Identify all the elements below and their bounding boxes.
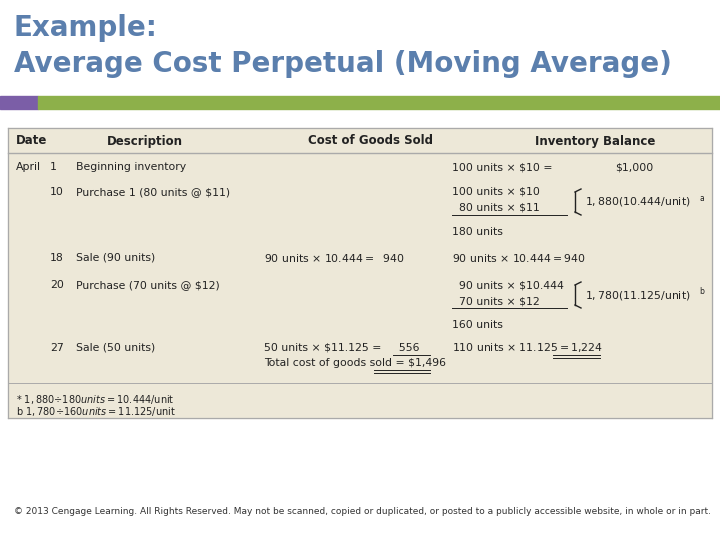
Text: April: April [16, 162, 41, 172]
Text: Purchase 1 (80 units @ $11): Purchase 1 (80 units @ $11) [76, 187, 230, 197]
Text: Average Cost Perpetual (Moving Average): Average Cost Perpetual (Moving Average) [14, 50, 672, 78]
Text: b $1,780 ÷ 160 units = $11.125/unit: b $1,780 ÷ 160 units = $11.125/unit [16, 405, 176, 418]
Text: $1,780 ($11.125/unit): $1,780 ($11.125/unit) [585, 288, 690, 301]
Text: 100 units × $10 =: 100 units × $10 = [452, 162, 552, 172]
Text: 90 units × $10.444 =$940: 90 units × $10.444 =$940 [452, 252, 585, 264]
Text: a: a [699, 194, 703, 203]
Text: 100 units × $10: 100 units × $10 [452, 187, 540, 197]
Text: 180 units: 180 units [452, 227, 503, 237]
Text: 18: 18 [50, 253, 64, 263]
Text: Sale (50 units): Sale (50 units) [76, 343, 156, 353]
Bar [0, 96, 38, 109]
Text: Inventory Balance: Inventory Balance [535, 134, 655, 147]
Text: Description: Description [107, 134, 183, 147]
Text: Total cost of goods sold = $1,496: Total cost of goods sold = $1,496 [264, 358, 446, 368]
Text: Example:: Example: [14, 14, 158, 42]
Text: 110 units × $11.125 =$1,224: 110 units × $11.125 =$1,224 [452, 341, 603, 354]
Text: 10: 10 [50, 187, 64, 197]
Text: Date: Date [16, 134, 48, 147]
Text: © 2013 Cengage Learning. All Rights Reserved. May not be scanned, copied or dupl: © 2013 Cengage Learning. All Rights Rese… [14, 507, 711, 516]
Text: 80 units × $11: 80 units × $11 [452, 203, 540, 213]
Text: b: b [699, 287, 704, 296]
Bar [8, 128, 712, 418]
Text: 90 units × $10.444: 90 units × $10.444 [452, 280, 564, 290]
Text: Beginning inventory: Beginning inventory [76, 162, 186, 172]
Bar [38, 96, 720, 109]
Text: * $1,880 ÷ 180 units = $10.444/unit: * $1,880 ÷ 180 units = $10.444/unit [16, 393, 174, 406]
Text: Cost of Goods Sold: Cost of Goods Sold [307, 134, 433, 147]
Text: $1,000: $1,000 [615, 162, 653, 172]
Text: 90 units × $10.444 = $  940: 90 units × $10.444 = $ 940 [264, 252, 405, 264]
Text: 70 units × $12: 70 units × $12 [452, 296, 540, 306]
Text: 1: 1 [50, 162, 57, 172]
Text: 50 units × $11.125 =     556: 50 units × $11.125 = 556 [264, 343, 420, 353]
Text: Sale (90 units): Sale (90 units) [76, 253, 156, 263]
Text: $1,880 ($10.444/unit): $1,880 ($10.444/unit) [585, 195, 690, 208]
Text: Purchase (70 units @ $12): Purchase (70 units @ $12) [76, 280, 220, 290]
Text: 160 units: 160 units [452, 320, 503, 330]
Text: 20: 20 [50, 280, 64, 290]
Text: 27: 27 [50, 343, 64, 353]
